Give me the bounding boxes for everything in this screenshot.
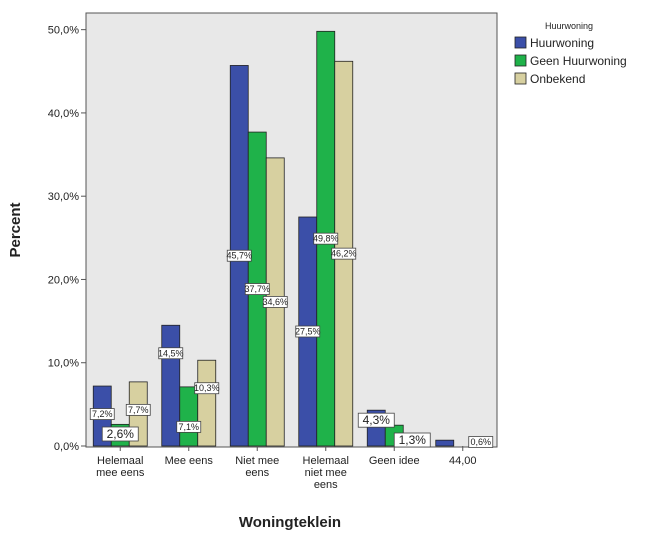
data-label: 7,7%	[128, 405, 149, 415]
bar-geen-huurwoning	[179, 386, 199, 447]
y-axis-ticks: 0,0% 10,0% 20,0% 30,0% 40,0% 50,0%	[48, 25, 86, 453]
bar-onbekend	[197, 359, 217, 447]
x-axis-title: Woningteklein	[239, 514, 341, 531]
data-label-box	[101, 426, 139, 442]
legend-swatch	[514, 72, 527, 85]
data-label: 14,5%	[158, 348, 184, 358]
data-label: 7,1%	[178, 422, 199, 432]
data-label-box	[313, 232, 339, 245]
data-label: 46,2%	[331, 249, 357, 259]
data-label: 49,8%	[313, 234, 339, 244]
data-label-box	[89, 408, 115, 420]
y-tick-label: 0,0%	[54, 441, 79, 453]
x-category-label: Mee eens	[165, 455, 214, 467]
data-label-box	[295, 325, 321, 338]
data-label-box	[468, 436, 494, 448]
data-label-box	[393, 432, 431, 448]
y-axis-title: Percent	[7, 202, 24, 257]
data-label: 2,6%	[107, 427, 135, 441]
legend-swatch	[514, 54, 527, 67]
x-category-line: Helemaal	[303, 455, 349, 467]
data-label-box	[357, 412, 395, 428]
y-tick-label: 20,0%	[48, 274, 79, 286]
y-tick-label: 40,0%	[48, 108, 79, 120]
data-label: 0,6%	[470, 437, 491, 447]
data-label-box	[125, 403, 151, 416]
data-label: 37,7%	[244, 284, 270, 294]
x-category-line: niet mee	[305, 467, 347, 479]
x-category-label: 44,00	[449, 455, 477, 467]
x-category-label: Helemaal mee eens	[96, 455, 145, 479]
y-tick-label: 30,0%	[48, 191, 79, 203]
y-tick-label: 50,0%	[48, 25, 79, 37]
x-category-line: Niet mee	[235, 455, 279, 467]
x-category-line: mee eens	[96, 467, 145, 479]
data-label-box	[244, 283, 270, 295]
x-category-label: Helemaal niet mee eens	[303, 455, 349, 491]
data-label: 45,7%	[226, 251, 252, 261]
x-category-line: eens	[245, 467, 269, 479]
data-labels-group: 7,2% 2,6% 7,7% 14,5% 7,1% 10,3% 45,7% 37,7% 34,6…	[89, 232, 494, 448]
x-category-line: Mee eens	[165, 455, 214, 467]
data-label-box	[226, 249, 252, 262]
data-label: 7,2%	[92, 409, 113, 419]
x-category-line: 44,00	[449, 455, 477, 467]
y-tick-label: 10,0%	[48, 358, 79, 370]
x-category-line: Geen idee	[369, 455, 420, 467]
bar-huurwoning	[435, 439, 455, 447]
plot-background	[85, 12, 498, 448]
data-label: 27,5%	[295, 327, 321, 337]
data-label: 4,3%	[363, 413, 391, 427]
legend-label: Geen Huurwoning	[530, 54, 627, 68]
legend: Huurwoning Huurwoning Geen Huurwoning Onbe…	[514, 21, 627, 86]
x-category-label: Niet mee eens	[235, 455, 279, 479]
legend-swatch	[514, 36, 527, 49]
legend-title: Huurwoning	[545, 21, 593, 31]
data-label: 10,3%	[194, 383, 220, 393]
legend-label: Onbekend	[530, 72, 585, 86]
x-category-line: eens	[314, 479, 338, 491]
x-category-line: Helemaal	[97, 455, 143, 467]
data-label-box	[176, 420, 202, 433]
data-label-box	[262, 296, 288, 308]
x-category-label: Geen idee	[369, 455, 420, 467]
data-label-box	[194, 382, 220, 395]
data-label: 1,3%	[399, 433, 427, 447]
data-label-box	[331, 247, 357, 260]
data-label-box	[158, 347, 184, 360]
data-label: 34,6%	[262, 297, 288, 307]
legend-label: Huurwoning	[530, 36, 594, 50]
bars-group	[92, 30, 491, 447]
